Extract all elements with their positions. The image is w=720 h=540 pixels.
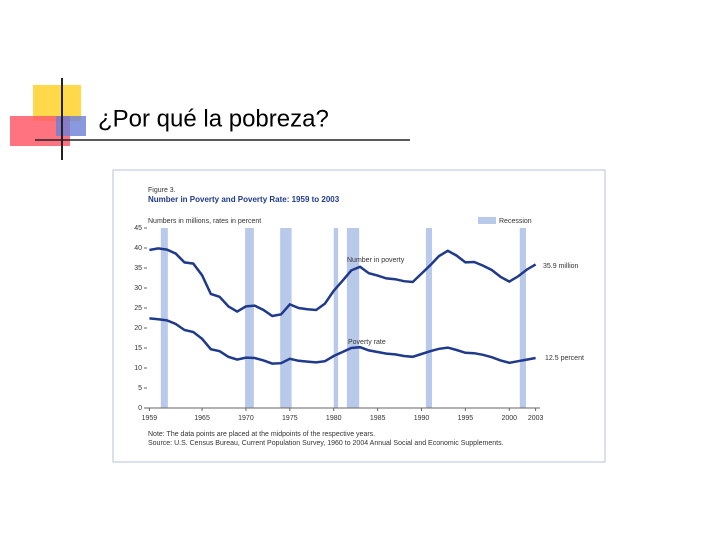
recession-band [333,228,339,408]
series-line [149,317,536,365]
y-axis-label: Numbers in millions, rates in percent [148,218,261,225]
y-tick-label: 20 [134,325,142,332]
y-tick-label: 40 [134,245,142,252]
slide-title: ¿Por qué la pobreza? [98,105,329,132]
series-line [149,247,537,318]
x-tick-label: 1985 [370,415,386,422]
x-tick-label: 1975 [282,415,298,422]
recession-band [280,228,292,408]
x-tick-label: 1980 [326,415,342,422]
x-tick-label: 2003 [528,415,544,422]
chart-title: Number in Poverty and Poverty Rate: 1959… [148,195,340,204]
source: Source: U.S. Census Bureau, Current Popu… [148,440,504,447]
deco-yellow [33,85,81,121]
y-tick-label: 45 [134,225,142,232]
y-tick-label: 35 [134,265,142,272]
legend-label: Recession [499,218,532,225]
end-label: 12.5 percent [545,355,584,362]
end-label: 35.9 million [543,263,579,270]
recession-band [425,228,433,408]
x-tick-label: 1970 [238,415,254,422]
figure-label: Figure 3. [148,187,176,194]
recession-band [160,228,168,408]
x-tick-label: 2000 [501,415,517,422]
legend-swatch [478,217,496,224]
y-tick-label: 0 [138,405,142,412]
y-tick-label: 15 [134,345,142,352]
y-tick-label: 25 [134,305,142,312]
x-tick-label: 1990 [414,415,430,422]
deco-blue [56,116,86,136]
y-tick-label: 5 [138,385,142,392]
x-tick-label: 1965 [194,415,210,422]
y-tick-label: 30 [134,285,142,292]
recession-band [519,228,526,408]
note: Note: The data points are placed at the … [148,431,375,438]
recession-band [245,228,254,408]
recession-band [346,228,360,408]
x-tick-label: 1959 [142,415,158,422]
series-label: Poverty rate [348,339,386,346]
series-label: Number in poverty [347,257,405,264]
x-tick-label: 1995 [458,415,474,422]
y-tick-label: 10 [134,365,142,372]
